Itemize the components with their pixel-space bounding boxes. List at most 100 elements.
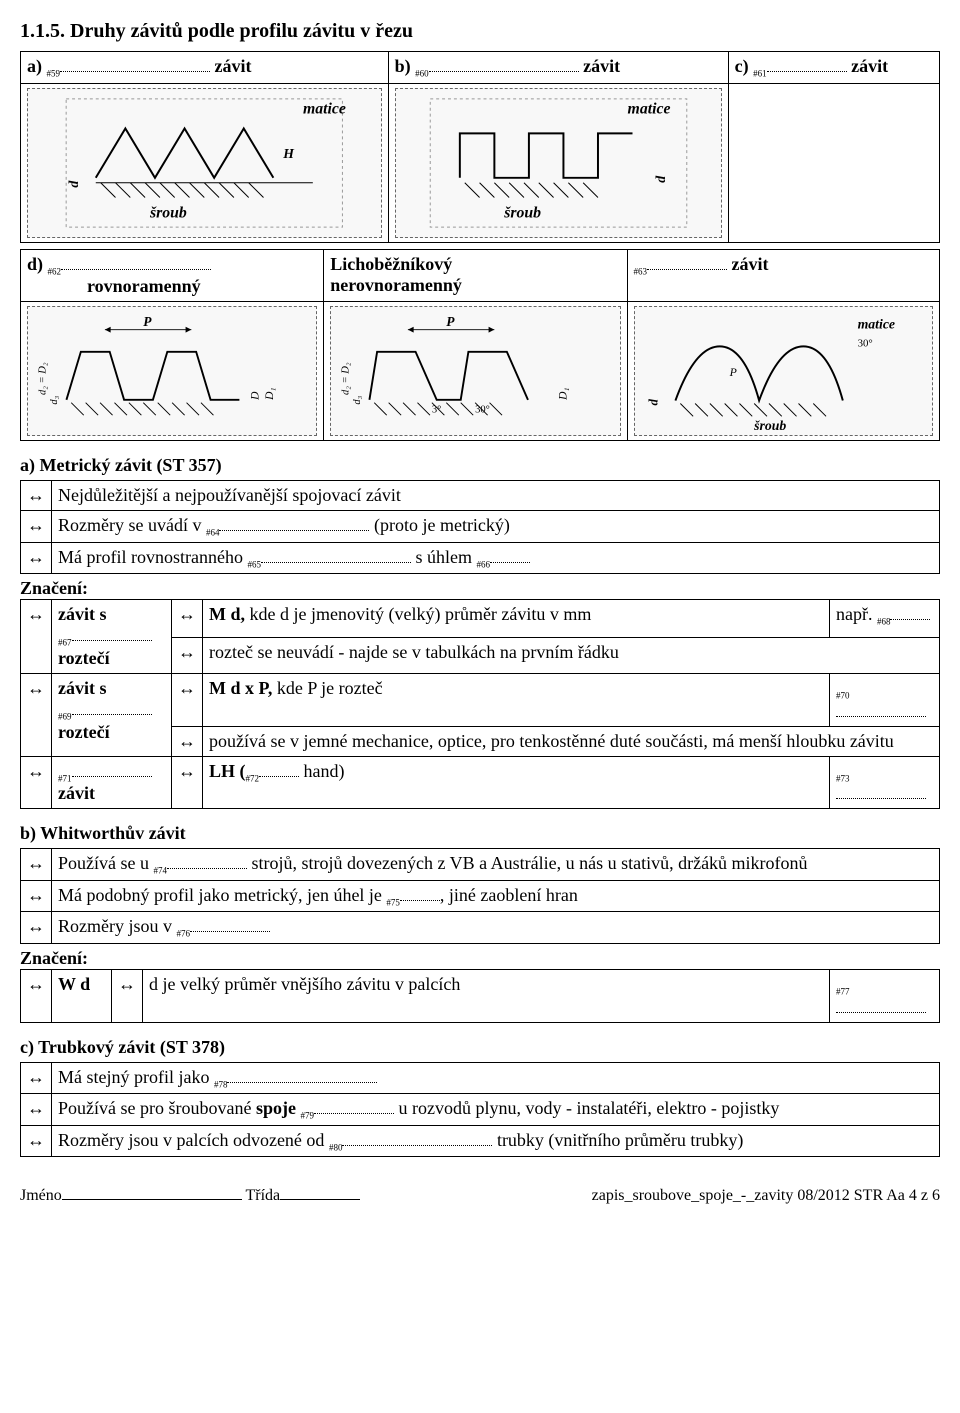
zavit-c: závit (851, 56, 888, 76)
svg-text:d₃: d₃ (49, 396, 60, 405)
trubk-r3b: trubky (vnitřního průměru trubky) (492, 1130, 743, 1150)
footer-jmeno: Jméno (20, 1187, 62, 1204)
arrow-cell: ↔ (21, 481, 52, 511)
ref-63: #63 (634, 266, 648, 276)
zn3-left: závit (58, 783, 95, 803)
diagram-b-square: matice šroub d (395, 88, 722, 238)
svg-text:30°: 30° (857, 338, 872, 350)
znaceni-label-2: Značení: (20, 948, 940, 969)
svg-text:d: d (646, 399, 660, 406)
ref-66: #66 (476, 559, 490, 569)
page-footer: Jméno Třída zapis_sroubove_spoje_-_zavit… (20, 1187, 940, 1205)
ref-62: #62 (48, 266, 62, 276)
thread-types-row-2: d) #62 rovnoramenný Lichoběžníkovýnerovno… (20, 249, 940, 442)
zn1-napr: např. (836, 604, 877, 624)
whit-r2b: , jiné zaoblení hran (440, 885, 578, 905)
whit-zn-desc: d je velký průměr vnějšího závitu v palc… (143, 969, 830, 1022)
ref-61: #61 (753, 69, 767, 79)
svg-text:D₁: D₁ (558, 388, 570, 401)
whit-r1b: strojů, strojů dovezených z VB a Austrál… (247, 853, 808, 873)
ref-67: #67 (58, 638, 72, 648)
label-d: d) (27, 254, 43, 274)
ref-64: #64 (206, 528, 220, 538)
label-a: a) (27, 56, 42, 76)
ref-72: #72 (246, 773, 260, 783)
zn1-md: M d, (209, 604, 245, 624)
whitworth-table: ↔Používá se u #74 strojů, strojů dovezen… (20, 848, 940, 944)
label-sroub: šroub (149, 204, 187, 221)
label-c: c) (735, 56, 749, 76)
label-H: H (282, 146, 295, 161)
label-rovnoramenny: rovnoramenný (87, 276, 201, 296)
trubkovy-table: ↔Má stejný profil jako #78 ↔Používá se p… (20, 1062, 940, 1158)
zn1-left1: závit s (58, 604, 107, 624)
ref-78: #78 (214, 1079, 228, 1089)
svg-text:šroub: šroub (753, 418, 786, 433)
ref-77: #77 (836, 987, 850, 997)
metric-heading: a) Metrický závit (ST 357) (20, 455, 940, 476)
svg-text:P: P (447, 314, 456, 329)
trubk-r2spoje: spoje (256, 1098, 301, 1118)
ref-79: #79 (300, 1111, 314, 1121)
diagram-trapez-asym: P 3°30° d₂ = D₂ d₃ D₁ (330, 306, 620, 436)
diagram-a-triangular: matice šroub H d (27, 88, 382, 238)
zn3-lh: LH ( (209, 761, 246, 781)
metric-r2a: Rozměry se uvádí v (58, 515, 206, 535)
diagram-round: matice 30° šroub P d (634, 306, 933, 436)
svg-text:3°: 3° (432, 405, 442, 416)
ref-65: #65 (247, 559, 261, 569)
svg-text:šroub: šroub (503, 204, 541, 221)
trubkovy-heading: c) Trubkový závit (ST 378) (20, 1037, 940, 1058)
svg-text:P: P (728, 365, 736, 379)
svg-text:d₂ = D₂: d₂ = D₂ (341, 362, 352, 395)
metric-r2b: (proto je metrický) (374, 515, 510, 535)
label-licho2: nerovnoramenný (330, 275, 462, 295)
footer-trida: Třída (246, 1187, 281, 1204)
label-licho1: Lichoběžníkový (330, 254, 452, 274)
whitworth-heading: b) Whitworthův závit (20, 823, 940, 844)
zavit-b: závit (583, 56, 620, 76)
zavit-a: závit (215, 56, 252, 76)
znaceni-label-1: Značení: (20, 578, 940, 599)
zn1-left2: roztečí (58, 648, 110, 668)
zn1-r2: rozteč se neuvádí - najde se v tabulkách… (203, 638, 940, 674)
zn2-left1: závit s (58, 678, 107, 698)
svg-text:d₂ = D₂: d₂ = D₂ (37, 362, 48, 395)
metric-r3a: Má profil rovnostranného (58, 547, 247, 567)
svg-text:D₁: D₁ (264, 388, 276, 401)
svg-text:d₃: d₃ (352, 396, 363, 405)
ref-75: #75 (386, 897, 400, 907)
trubk-r1: Má stejný profil jako (58, 1067, 214, 1087)
thread-types-row-1: a) #59 závit b) #60 závit c) #61 závit m… (20, 51, 940, 243)
svg-text:matice: matice (857, 317, 894, 332)
svg-text:D: D (250, 391, 262, 401)
ref-68: #68 (877, 617, 891, 627)
ref-69: #69 (58, 712, 72, 722)
label-b: b) (395, 56, 411, 76)
whit-zn-wd: W d (52, 969, 112, 1022)
footer-right: zapis_sroubove_spoje_-_zavity 08/2012 ST… (592, 1187, 940, 1205)
svg-text:d: d (653, 174, 668, 182)
trubk-r3a: Rozměry jsou v palcích odvozené od (58, 1130, 329, 1150)
ref-70: #70 (836, 691, 850, 701)
znaceni-table-1: ↔ závit s#67roztečí ↔ M d, kde d je jmen… (20, 599, 940, 809)
ref-80: #80 (329, 1142, 343, 1152)
ref-60: #60 (415, 69, 429, 79)
page-title: 1.1.5. Druhy závitů podle profilu závitu… (20, 20, 940, 43)
zavit-e: závit (732, 254, 769, 274)
whit-r1a: Používá se u (58, 853, 153, 873)
svg-text:P: P (143, 314, 152, 329)
zn2-mdxp: M d x P, (209, 678, 272, 698)
metric-table: ↔Nejdůležitější a nejpoužívanější spojov… (20, 480, 940, 574)
zn2-left2: roztečí (58, 722, 110, 742)
metric-r1: Nejdůležitější a nejpoužívanější spojova… (52, 481, 940, 511)
whit-znaceni-table: ↔ W d ↔ d je velký průměr vnějšího závit… (20, 969, 940, 1023)
trubk-r2b: u rozvodů plynu, vody - instalatéři, ele… (394, 1098, 779, 1118)
ref-73: #73 (836, 773, 850, 783)
ref-74: #74 (153, 866, 167, 876)
metric-r3b: s úhlem (411, 547, 477, 567)
zn2-mdxp-desc: kde P je rozteč (272, 678, 382, 698)
zn2-r2: používá se v jemné mechanice, optice, pr… (203, 726, 940, 756)
zn1-md-desc: kde d je jmenovitý (velký) průměr závitu… (245, 604, 591, 624)
label-matice: matice (303, 100, 346, 117)
